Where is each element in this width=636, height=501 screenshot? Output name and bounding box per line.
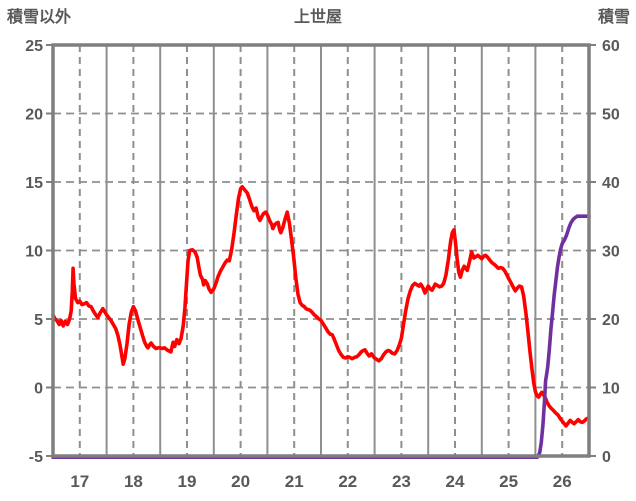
right-axis-tick-label: 30: [602, 244, 620, 261]
x-axis-tick-label: 25: [499, 472, 518, 491]
right-axis-tick-label: 50: [602, 107, 620, 124]
x-axis-tick-label: 22: [338, 472, 357, 491]
x-axis-tick-label: 21: [285, 472, 304, 491]
left-axis-tick-label: 0: [34, 381, 43, 398]
right-axis-tick-label: 40: [602, 175, 620, 192]
x-axis-tick-label: 20: [231, 472, 250, 491]
x-axis-tick-label: 18: [124, 472, 143, 491]
x-axis-tick-label: 17: [70, 472, 89, 491]
right-axis-tick-label: 0: [602, 449, 611, 466]
x-axis-tick-label: 19: [178, 472, 197, 491]
series-line-snow: [51, 214, 591, 459]
right-axis-tick-label: 10: [602, 381, 620, 398]
left-axis-tick-label: 15: [25, 175, 43, 192]
left-axis-tick-label: -5: [29, 449, 43, 466]
x-axis-tick-label: 26: [553, 472, 572, 491]
x-axis-tick-label: 24: [446, 472, 465, 491]
left-axis-tick-label: 5: [34, 312, 43, 329]
right-axis-tick-label: 60: [602, 38, 620, 55]
left-axis-tick-label: 10: [25, 244, 43, 261]
left-axis-title: 積雪以外: [7, 9, 72, 26]
left-axis-tick-label: 20: [25, 107, 43, 124]
left-axis-tick-label: 25: [25, 38, 43, 55]
chart-title: 上世屋: [293, 9, 342, 26]
x-axis-tick-label: 23: [392, 472, 411, 491]
right-axis-title: 積雪: [597, 9, 630, 26]
right-axis-tick-label: 20: [602, 312, 620, 329]
series-line-temp: [51, 185, 590, 428]
